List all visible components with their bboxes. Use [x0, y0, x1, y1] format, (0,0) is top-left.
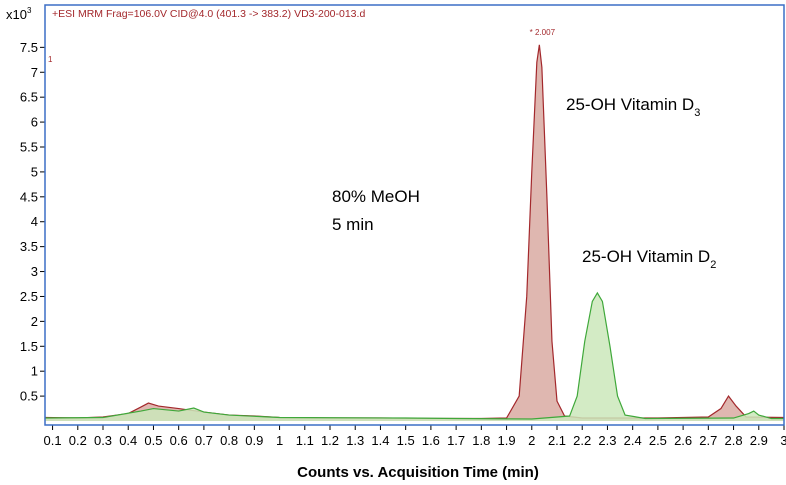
y-tick-label: 3.5 [20, 239, 38, 254]
plot-frame [44, 4, 785, 426]
y-tick-label: 7.5 [20, 40, 38, 55]
series-line [44, 291, 784, 420]
y-tick-label: 4.5 [20, 189, 38, 204]
annotation-text: 25-OH Vitamin D [582, 247, 710, 266]
x-tick-label: 2.4 [624, 433, 642, 448]
x-tick-label: 1.3 [346, 433, 364, 448]
y-tick-label: 6 [31, 115, 38, 130]
y-tick-label: 4 [31, 214, 38, 229]
x-tick-label: 0.3 [94, 433, 112, 448]
x-tick-label: 1.4 [371, 433, 389, 448]
x-tick-label: 0.1 [44, 433, 62, 448]
peak-label: * 2.007 [530, 28, 556, 37]
annotation-sub: 2 [710, 259, 716, 271]
annotation: 5 min [332, 215, 374, 234]
annotation: 80% MeOH [332, 187, 420, 206]
x-tick-label: 2 [528, 433, 535, 448]
x-tick-label: 2.3 [598, 433, 616, 448]
series-line [44, 44, 785, 420]
trace-label: 1 [48, 55, 53, 64]
x-tick-label: 1.7 [447, 433, 465, 448]
x-tick-label: 1.9 [498, 433, 516, 448]
x-tick-label: 2.2 [573, 433, 591, 448]
x-tick-label: 0.2 [69, 433, 87, 448]
x-tick-label: 1.2 [321, 433, 339, 448]
x-tick-label: 1.6 [422, 433, 440, 448]
x-tick-label: 0.4 [119, 433, 137, 448]
y-multiplier: x103 [6, 6, 32, 22]
x-tick-label: 1.8 [472, 433, 490, 448]
x-tick-label: 0.9 [245, 433, 263, 448]
y-tick-label: 3 [31, 264, 38, 279]
x-tick-label: 1.5 [397, 433, 415, 448]
y-tick-label: 6.5 [20, 90, 38, 105]
x-tick-label: 2.1 [548, 433, 566, 448]
multiplier-text: x10 [6, 7, 27, 22]
x-tick-label: 0.8 [220, 433, 238, 448]
annotation: 25-OH Vitamin D2 [582, 247, 716, 271]
x-tick-label: 0.7 [195, 433, 213, 448]
y-tick-label: 5 [31, 164, 38, 179]
series-area [45, 292, 784, 422]
annotation-sub: 3 [694, 107, 700, 119]
x-tick-label: 0.5 [144, 433, 162, 448]
x-tick-label: 3 [780, 433, 786, 448]
x-tick-label: 2.7 [699, 433, 717, 448]
subtitle: +ESI MRM Frag=106.0V CID@4.0 (401.3 -> 3… [52, 8, 365, 20]
y-tick-label: 1 [31, 364, 38, 379]
x-tick-label: 2.5 [649, 433, 667, 448]
annotation: 25-OH Vitamin D3 [566, 95, 700, 119]
y-tick-label: 2.5 [20, 289, 38, 304]
y-tick-label: 5.5 [20, 139, 38, 154]
y-tick-label: 0.5 [20, 389, 38, 404]
x-tick-label: 2.6 [674, 433, 692, 448]
y-tick-label: 2 [31, 314, 38, 329]
x-tick-label: 1.1 [296, 433, 314, 448]
x-tick-label: 1 [276, 433, 283, 448]
y-tick-label: 7 [31, 65, 38, 80]
annotation-text: 25-OH Vitamin D [566, 95, 694, 114]
y-tick-label: 1.5 [20, 339, 38, 354]
x-axis-label: Counts vs. Acquisition Time (min) [297, 464, 539, 481]
multiplier-sup: 3 [27, 6, 32, 15]
x-tick-label: 2.8 [725, 433, 743, 448]
x-tick-label: 0.6 [170, 433, 188, 448]
x-tick-label: 2.9 [750, 433, 768, 448]
